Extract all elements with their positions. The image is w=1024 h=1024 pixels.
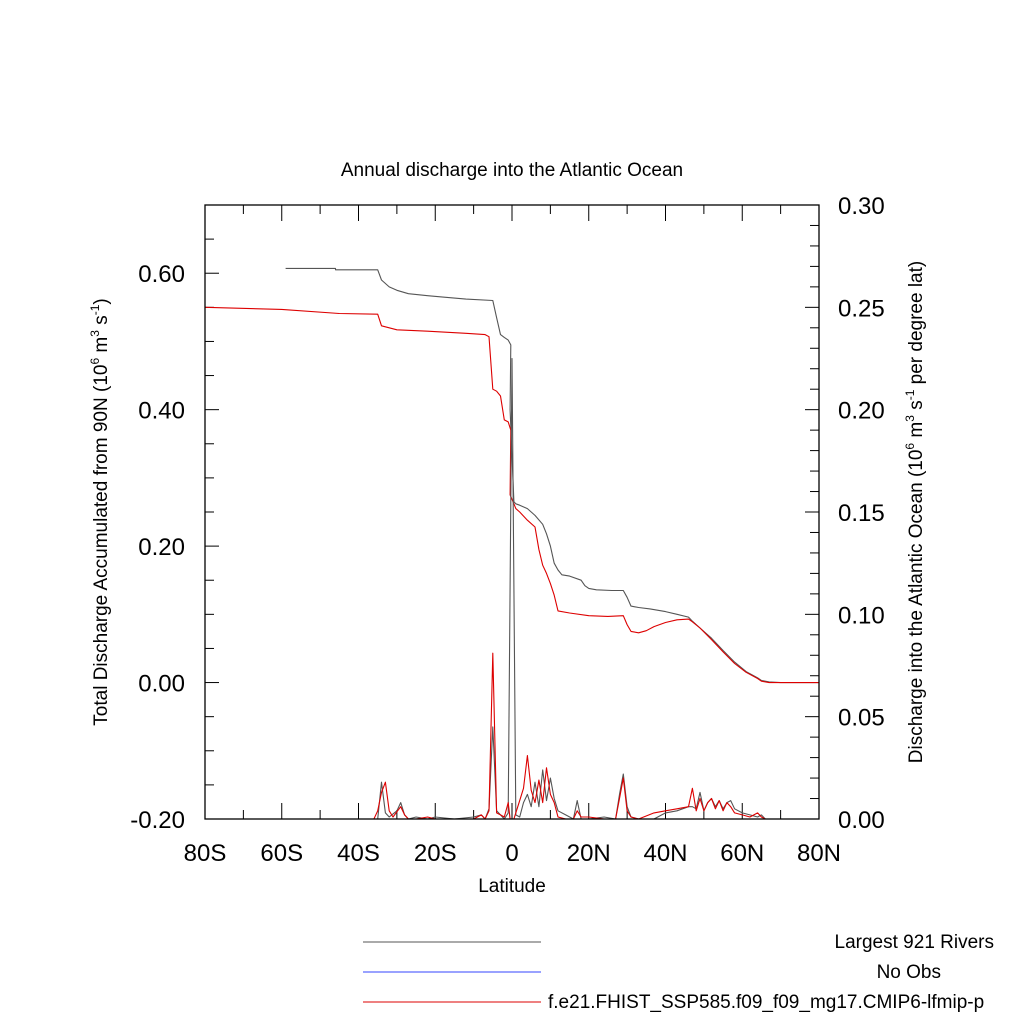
y-left-title-sup: 6 [88,358,102,365]
y-right-tick-label: 0.00 [838,807,885,834]
x-axis-title: Latitude [478,876,546,897]
y-left-tick-labels: -0.20 0.00 0.20 0.40 0.60 [130,261,185,834]
series-line-1 [204,306,819,684]
y-left-title-sup: -1 [88,304,102,315]
y-right-axis-title: Discharge into the Atlantic Ocean (106 m… [903,261,927,763]
y-right-tick-label: 0.15 [838,500,885,527]
axis-ticks [204,204,820,820]
series-line-2 [205,357,819,820]
y-left-title-sup: 3 [88,330,102,337]
y-right-title-sup: 3 [903,415,917,422]
series-line-3 [205,652,819,820]
y-left-tick-label: 0.20 [138,534,185,561]
y-right-tick-label: 0.30 [838,193,885,220]
x-tick-label: 20S [414,840,457,867]
chart-title: Annual discharge into the Atlantic Ocean [341,160,683,181]
x-tick-label: 60S [260,840,303,867]
y-right-title-sup: 6 [903,443,917,450]
legend-label: Largest 921 Rivers [835,932,994,953]
x-tick-label: 40S [337,840,380,867]
y-left-tick-label: -0.20 [130,807,185,834]
series-line-0 [285,267,819,684]
y-right-title-part: s [906,400,927,415]
y-left-title-part: s [91,315,112,330]
plot-lines [204,267,819,820]
y-right-tick-label: 0.05 [838,705,885,732]
x-tick-labels: 80S 60S 40S 20S 0 20N 40N 60N 80N [184,840,841,867]
y-left-tick-label: 0.60 [138,261,185,288]
y-right-title-part: per degree lat) [906,261,927,390]
y-right-tick-label: 0.10 [838,602,885,629]
y-right-tick-label: 0.25 [838,295,885,322]
y-left-title-part: Total Discharge Accumulated from 90N (10 [91,365,112,726]
y-left-tick-label: 0.40 [138,398,185,425]
plot-frame [204,204,820,820]
y-left-title-part: ) [91,298,112,304]
legend-label: No Obs [877,962,941,983]
x-tick-label: 80N [797,840,841,867]
legend-label: f.e21.FHIST_SSP585.f09_f09_mg17.CMIP6-lf… [548,992,984,1013]
y-right-title-part: Discharge into the Atlantic Ocean (10 [906,450,927,764]
x-tick-label: 80S [184,840,227,867]
y-right-title-sup: -1 [903,389,917,400]
y-right-tick-labels: 0.00 0.05 0.10 0.15 0.20 0.25 0.30 [838,193,885,834]
y-left-tick-label: 0.00 [138,671,185,698]
y-right-title-part: m [906,422,927,443]
x-tick-label: 0 [505,840,518,867]
x-tick-label: 20N [567,840,611,867]
y-right-tick-label: 0.20 [838,398,885,425]
y-left-title-part: m [91,337,112,358]
y-left-axis-title: Total Discharge Accumulated from 90N (10… [88,298,112,725]
legend: Largest 921 Rivers No Obs f.e21.FHIST_SSP5… [363,932,994,1013]
x-tick-label: 60N [720,840,764,867]
x-tick-label: 40N [643,840,687,867]
